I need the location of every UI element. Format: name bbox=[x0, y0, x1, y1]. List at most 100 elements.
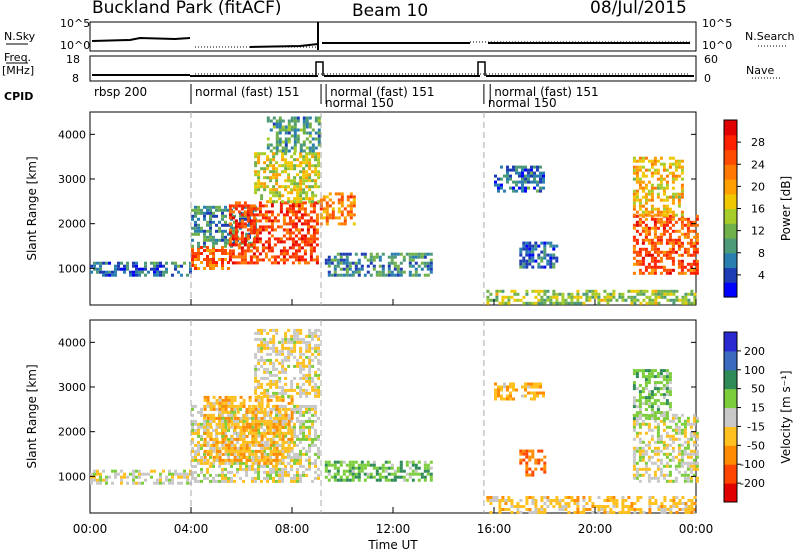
heatmap-cell bbox=[683, 419, 687, 423]
heatmap-cell bbox=[632, 446, 636, 450]
heatmap-cell bbox=[644, 250, 648, 254]
heatmap-cell bbox=[570, 298, 574, 302]
heatmap-cell bbox=[203, 217, 206, 221]
heatmap-cell bbox=[635, 238, 639, 242]
heatmap-cell bbox=[674, 250, 678, 254]
heatmap-cell bbox=[269, 191, 273, 195]
heatmap-cell bbox=[212, 458, 216, 462]
heatmap-cell bbox=[656, 452, 660, 456]
heatmap-cell bbox=[281, 128, 285, 132]
heatmap-cell bbox=[671, 268, 675, 272]
heatmap-cell bbox=[296, 361, 300, 365]
heatmap-cell bbox=[239, 241, 242, 245]
heatmap-cell bbox=[239, 428, 243, 432]
heatmap-cell bbox=[171, 481, 174, 485]
heatmap-cell bbox=[627, 496, 631, 499]
heatmap-cell bbox=[672, 301, 676, 305]
heatmap-cell bbox=[525, 455, 529, 459]
heatmap-cell bbox=[276, 213, 280, 217]
heatmap-cell bbox=[396, 252, 400, 256]
heatmap-cell bbox=[296, 164, 300, 168]
heatmap-cell bbox=[689, 220, 693, 224]
heatmap-cell bbox=[227, 458, 231, 462]
heatmap-cell bbox=[269, 470, 272, 474]
heatmap-cell bbox=[93, 469, 96, 473]
heatmap-cell bbox=[528, 262, 532, 266]
heatmap-cell bbox=[209, 220, 212, 224]
heatmap-cell bbox=[267, 249, 271, 253]
heatmap-cell bbox=[665, 399, 669, 403]
heatmap-cell bbox=[411, 264, 415, 268]
heatmap-cell bbox=[660, 292, 664, 296]
heatmap-cell bbox=[354, 466, 358, 470]
heatmap-cell bbox=[275, 173, 279, 177]
heatmap-cell bbox=[641, 159, 645, 163]
heatmap-cell bbox=[218, 407, 222, 411]
heatmap-cell bbox=[653, 159, 657, 163]
heatmap-cell bbox=[308, 125, 312, 129]
heatmap-cell bbox=[260, 458, 264, 462]
heatmap-cell bbox=[336, 264, 340, 268]
heatmap-cell bbox=[423, 264, 427, 268]
heatmap-cell bbox=[317, 373, 321, 377]
heatmap-cell bbox=[257, 158, 261, 162]
heatmap-cell bbox=[234, 231, 238, 235]
heatmap-cell bbox=[339, 252, 343, 256]
heatmap-cell bbox=[252, 240, 256, 244]
heatmap-cell bbox=[282, 261, 286, 265]
heatmap-cell bbox=[635, 159, 639, 163]
heatmap-cell bbox=[656, 265, 660, 269]
heatmap-cell bbox=[659, 235, 663, 239]
heatmap-cell bbox=[278, 467, 281, 471]
heatmap-cell bbox=[312, 234, 316, 238]
heatmap-cell bbox=[120, 475, 123, 479]
heatmap-cell bbox=[632, 455, 636, 459]
heatmap-cell bbox=[414, 273, 418, 277]
heatmap-cell bbox=[308, 464, 311, 468]
heatmap-cell bbox=[686, 461, 690, 465]
heatmap-cell bbox=[290, 476, 293, 480]
heatmap-cell bbox=[302, 131, 306, 135]
heatmap-cell bbox=[233, 428, 237, 432]
heatmap-cell bbox=[197, 428, 200, 432]
heatmap-cell bbox=[638, 437, 642, 441]
heatmap-cell bbox=[642, 292, 646, 296]
heatmap-cell bbox=[267, 237, 271, 241]
heatmap-cell bbox=[609, 511, 613, 514]
heatmap-cell bbox=[632, 405, 636, 409]
heatmap-cell bbox=[665, 431, 669, 435]
heatmap-cell bbox=[233, 398, 237, 402]
heatmap-cell bbox=[314, 119, 318, 123]
heatmap-cell bbox=[647, 241, 651, 245]
heatmap-cell bbox=[656, 159, 660, 163]
heatmap-cell bbox=[228, 252, 232, 256]
heatmap-cell bbox=[252, 213, 256, 217]
heatmap-cell bbox=[284, 455, 287, 459]
heatmap-cell bbox=[546, 295, 550, 299]
heatmap-cell bbox=[522, 244, 526, 248]
heatmap-cell bbox=[644, 452, 648, 456]
heatmap-cell bbox=[324, 463, 328, 467]
heatmap-cell bbox=[234, 234, 238, 238]
heatmap-cell bbox=[281, 458, 285, 462]
heatmap-cell bbox=[293, 431, 296, 435]
heatmap-cell bbox=[284, 422, 288, 426]
heatmap-cell bbox=[687, 301, 691, 305]
heatmap-cell bbox=[624, 505, 628, 508]
heatmap-cell bbox=[302, 128, 306, 132]
colorbar-swatch bbox=[724, 252, 737, 269]
heatmap-cell bbox=[543, 470, 547, 474]
heatmap-cell bbox=[245, 413, 248, 417]
nave-tick-bottom: 0 bbox=[704, 72, 711, 85]
heatmap-cell bbox=[656, 434, 660, 438]
heatmap-cell bbox=[269, 119, 273, 123]
nsky-tick-bottom: 10^0 bbox=[60, 39, 90, 52]
heatmap-cell bbox=[252, 219, 256, 223]
heatmap-cell bbox=[102, 270, 105, 274]
heatmap-cell bbox=[693, 496, 697, 499]
heatmap-cell bbox=[209, 419, 212, 423]
heatmap-cell bbox=[275, 131, 279, 135]
heatmap-cell bbox=[534, 467, 538, 471]
heatmap-cell bbox=[308, 428, 311, 432]
